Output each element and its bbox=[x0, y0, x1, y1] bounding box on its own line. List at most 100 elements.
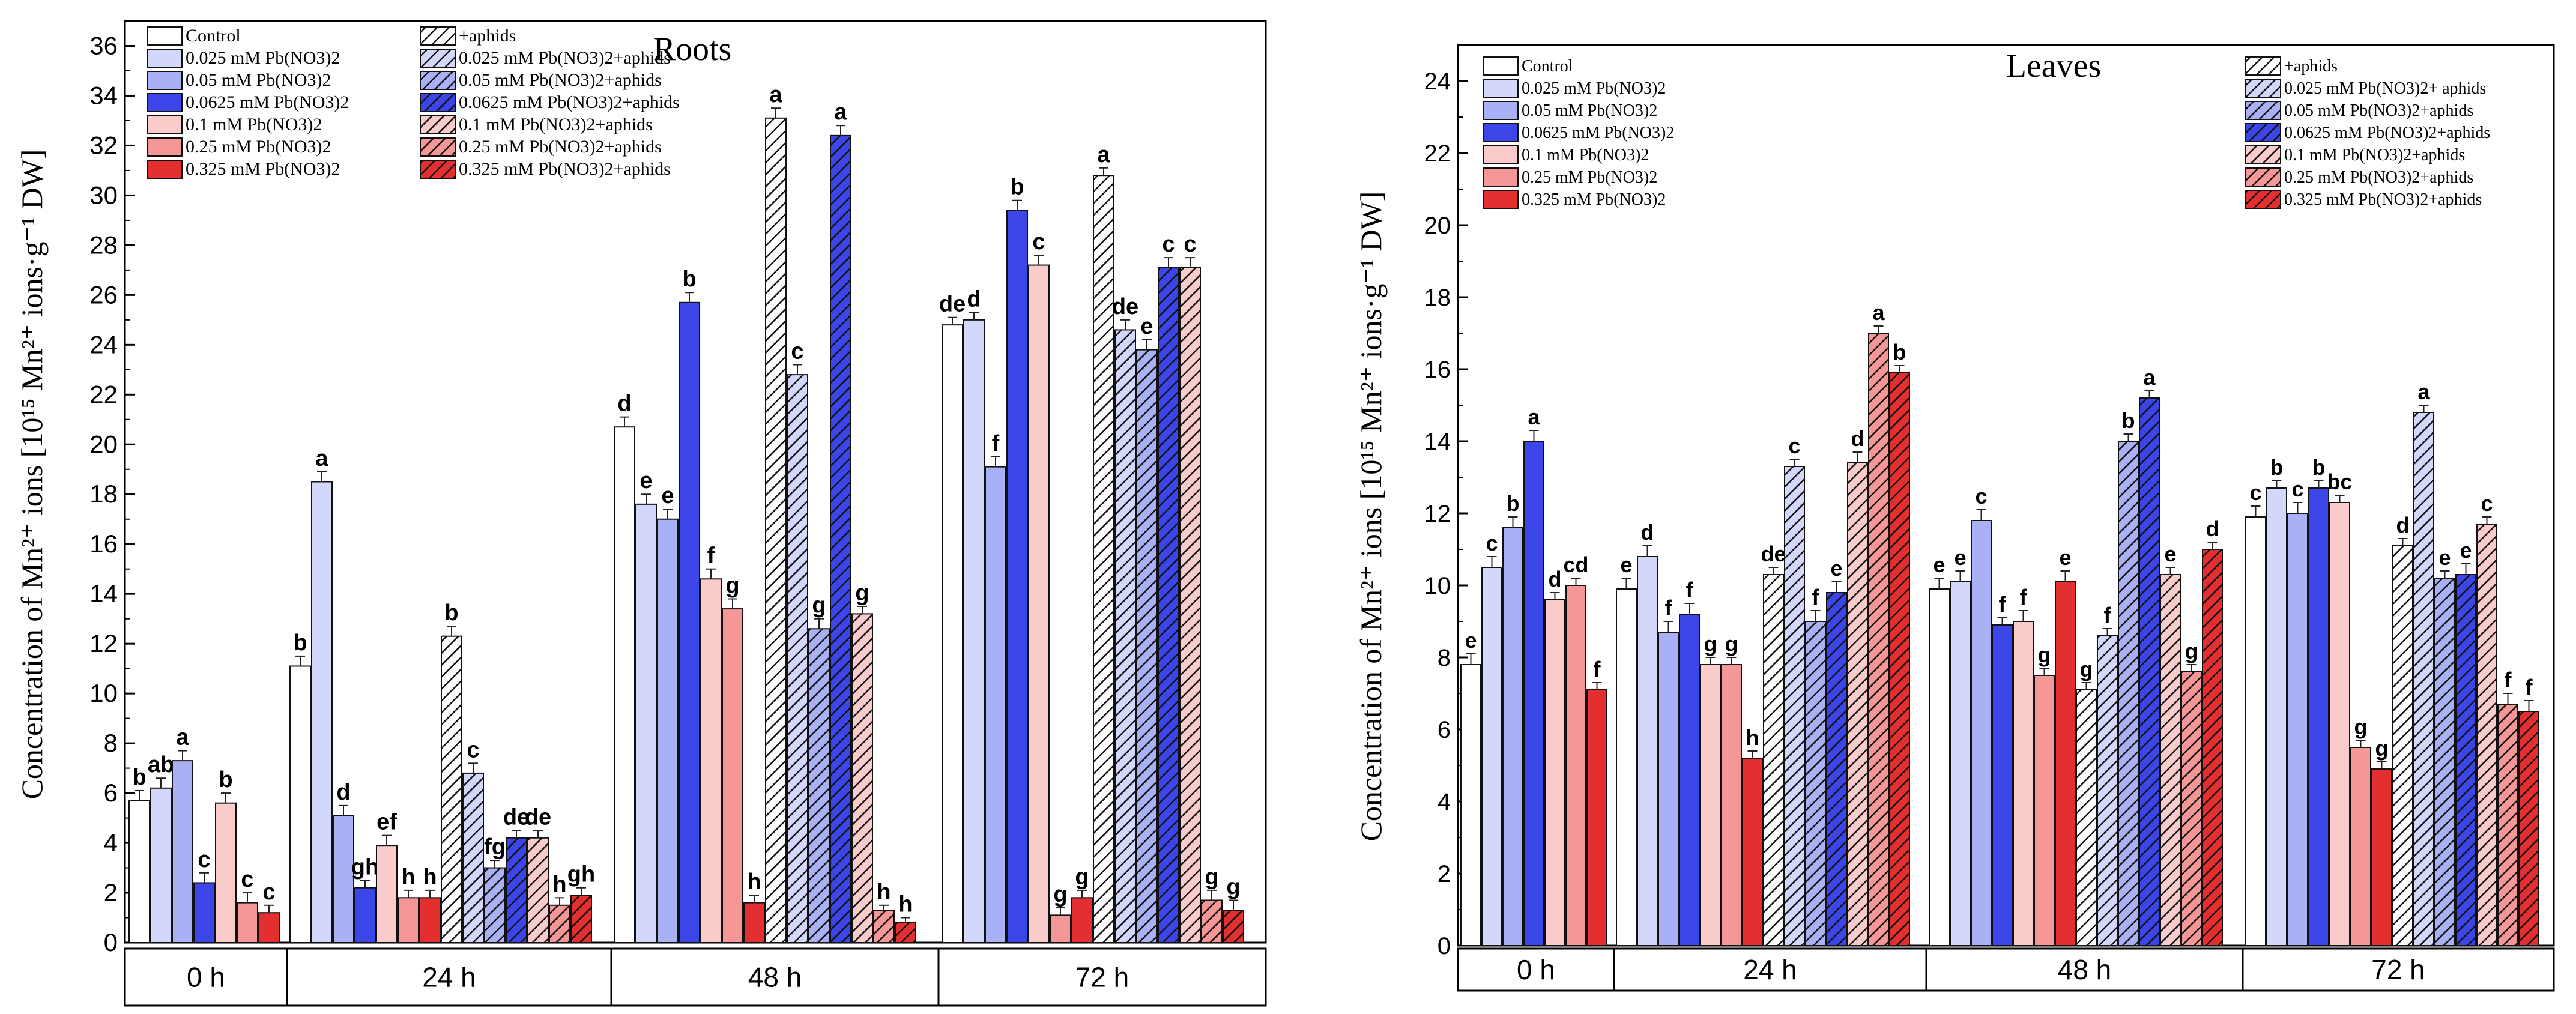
roots-title: Roots bbox=[653, 31, 732, 68]
roots-bar bbox=[527, 837, 549, 943]
leaves-legend-label: 0.325 mM Pb(NO3)2+aphids bbox=[2284, 190, 2482, 209]
leaves-significance-label: e bbox=[2438, 545, 2451, 570]
roots-bar bbox=[830, 134, 851, 943]
leaves-significance-label: h bbox=[1746, 725, 1759, 750]
leaves-y-tick-label: 0 bbox=[1438, 933, 1451, 959]
leaves-bar bbox=[2497, 704, 2518, 946]
roots-significance-label: c bbox=[262, 880, 275, 905]
roots-significance-label: a bbox=[176, 725, 189, 750]
leaves-bar bbox=[1502, 527, 1523, 946]
roots-significance-label: e bbox=[639, 468, 652, 493]
leaves-significance-label: f bbox=[2505, 668, 2512, 692]
roots-significance-label: de bbox=[503, 804, 530, 830]
roots-y-tick-label: 36 bbox=[89, 31, 118, 59]
leaves-y-tick-label: 14 bbox=[1424, 429, 1451, 455]
roots-y-tick-label: 30 bbox=[89, 181, 118, 209]
roots-bar bbox=[722, 608, 743, 943]
leaves-significance-label: de bbox=[1761, 542, 1786, 566]
leaves-legend-swatch bbox=[1483, 190, 1519, 209]
leaves-bar bbox=[2413, 412, 2434, 946]
roots-legend-label: 0.1 mM Pb(NO3)2 bbox=[186, 115, 322, 134]
roots-significance-label: b bbox=[1010, 175, 1024, 200]
leaves-bar bbox=[1950, 581, 1971, 946]
roots-y-tick-label: 6 bbox=[104, 779, 118, 807]
leaves-legend-label: 0.05 mM Pb(NO3)2+aphids bbox=[2284, 101, 2473, 120]
roots-bar bbox=[398, 897, 419, 944]
leaves-y-tick-label: 4 bbox=[1438, 789, 1451, 815]
leaves-significance-label: f bbox=[1999, 592, 2007, 617]
roots-legend-label: Control bbox=[186, 26, 241, 46]
roots-significance-label: gh bbox=[567, 862, 595, 887]
roots-y-tick-label: 28 bbox=[89, 231, 118, 259]
leaves-significance-label: e bbox=[2164, 542, 2176, 566]
leaves-bar bbox=[1700, 664, 1721, 946]
leaves-bar bbox=[2160, 574, 2181, 946]
leaves-y-axis-label: Concentration of Mn²⁺ ions [10¹⁵ Mn²⁺ io… bbox=[1354, 192, 1388, 842]
roots-bar bbox=[549, 904, 570, 943]
leaves-bar bbox=[1805, 621, 1826, 946]
roots-bar bbox=[963, 319, 985, 943]
roots-bar bbox=[1093, 175, 1114, 944]
roots-chart: Concentration of Mn²⁺ ions [10¹⁵ Mn²⁺ io… bbox=[15, 20, 1267, 1007]
roots-significance-label: b bbox=[132, 765, 146, 790]
leaves-bar bbox=[1523, 441, 1544, 946]
roots-group-label: 24 h bbox=[422, 962, 476, 993]
leaves-y-tick-label: 6 bbox=[1438, 717, 1451, 743]
leaves-bar bbox=[2202, 549, 2223, 946]
roots-bar bbox=[985, 466, 1006, 943]
roots-significance-label: h bbox=[423, 865, 437, 890]
roots-bar bbox=[743, 902, 765, 943]
leaves-significance-label: d bbox=[1851, 426, 1864, 451]
leaves-y-tick-label: 18 bbox=[1424, 285, 1451, 311]
leaves-bar bbox=[2055, 581, 2076, 946]
roots-significance-label: h bbox=[877, 880, 890, 905]
roots-y-axis-label: Concentration of Mn²⁺ ions [10¹⁵ Mn²⁺ io… bbox=[15, 149, 49, 800]
leaves-bar bbox=[2329, 502, 2350, 946]
leaves-bar bbox=[1763, 574, 1784, 946]
roots-significance-label: g bbox=[1075, 865, 1089, 890]
leaves-legend-label: 0.1 mM Pb(NO3)2+aphids bbox=[2284, 146, 2465, 164]
leaves-y-tick-label: 2 bbox=[1438, 861, 1451, 887]
roots-significance-label: h bbox=[747, 869, 761, 895]
roots-significance-label: a bbox=[769, 82, 782, 107]
roots-significance-label: a bbox=[315, 446, 328, 471]
roots-bar bbox=[679, 301, 700, 944]
leaves-significance-label: g bbox=[2375, 736, 2389, 761]
leaves-bar bbox=[1971, 520, 1992, 946]
leaves-bar bbox=[1565, 585, 1586, 946]
leaves-bar bbox=[1992, 624, 2013, 946]
roots-significance-label: g bbox=[1226, 874, 1240, 899]
leaves-significance-label: e bbox=[1933, 552, 1945, 577]
roots-significance-label: h bbox=[401, 865, 415, 890]
leaves-bar bbox=[1481, 567, 1502, 946]
leaves-y-tick-label: 12 bbox=[1424, 501, 1451, 527]
leaves-significance-label: e bbox=[2460, 538, 2472, 563]
leaves-legend-label: 0.025 mM Pb(NO3)2 bbox=[1522, 79, 1666, 98]
roots-y-tick-label: 8 bbox=[104, 729, 118, 757]
leaves-chart: Concentration of Mn²⁺ ions [10¹⁵ Mn²⁺ io… bbox=[1354, 44, 2555, 992]
leaves-legend-swatch bbox=[2245, 145, 2281, 164]
roots-y-tick-label: 26 bbox=[89, 280, 118, 309]
leaves-significance-label: e bbox=[1954, 545, 1966, 570]
leaves-significance-label: cd bbox=[1563, 552, 1588, 577]
roots-legend-label: 0.25 mM Pb(NO3)2 bbox=[186, 137, 331, 157]
roots-significance-label: c bbox=[467, 737, 479, 762]
roots-legend-label: 0.05 mM Pb(NO3)2+aphids bbox=[459, 70, 662, 90]
leaves-legend-swatch bbox=[2245, 79, 2281, 98]
leaves-legend-label: 0.025 mM Pb(NO3)2+ aphids bbox=[2284, 79, 2486, 98]
roots-bar bbox=[1179, 267, 1201, 944]
leaves-significance-label: a bbox=[2417, 379, 2430, 404]
leaves-significance-label: b bbox=[2122, 408, 2135, 433]
leaves-group-axis bbox=[1457, 947, 2555, 992]
roots-legend-swatch bbox=[147, 26, 183, 46]
roots-y-tick-label: 18 bbox=[89, 480, 118, 508]
leaves-significance-label: f bbox=[2104, 603, 2112, 627]
roots-bar bbox=[1114, 329, 1136, 943]
leaves-legend-label: 0.1 mM Pb(NO3)2 bbox=[1522, 146, 1649, 164]
leaves-bar bbox=[2371, 768, 2392, 946]
roots-bar bbox=[895, 922, 916, 943]
roots-bar bbox=[237, 902, 258, 943]
leaves-bar bbox=[1586, 689, 1607, 946]
roots-y-tick-label: 20 bbox=[89, 430, 118, 458]
leaves-bar bbox=[2118, 441, 2139, 946]
